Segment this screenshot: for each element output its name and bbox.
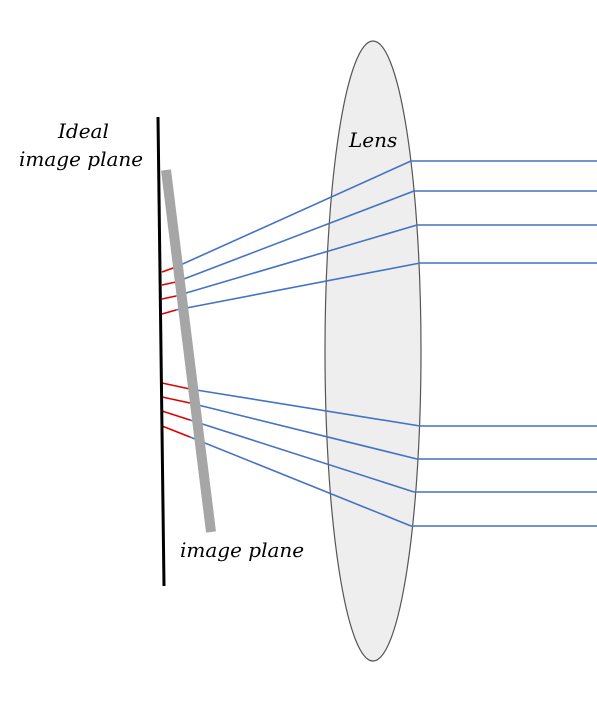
offset-ray-4 xyxy=(161,309,177,315)
ideal-image-plane-label-line2: image plane xyxy=(19,147,144,171)
refracted-ray-7 xyxy=(189,419,415,493)
offset-ray-5 xyxy=(161,382,191,390)
offset-ray-2 xyxy=(161,281,177,286)
image-plane-bar xyxy=(161,169,216,533)
ideal-image-plane-line xyxy=(156,116,166,587)
refracted-ray-6 xyxy=(189,402,418,460)
refracted-ray-3 xyxy=(175,224,418,297)
offset-ray-8 xyxy=(161,425,191,438)
image-plane-label: image plane xyxy=(180,538,305,562)
refracted-ray-8 xyxy=(189,436,412,527)
offset-ray-6 xyxy=(161,396,191,404)
refracted-rays xyxy=(175,160,421,527)
incoming-rays xyxy=(411,160,597,527)
offset-ray-7 xyxy=(161,410,191,421)
ideal-image-plane-label-line1: Ideal xyxy=(58,119,109,143)
refracted-ray-1 xyxy=(175,160,412,268)
lens-label: Lens xyxy=(349,128,398,152)
refracted-ray-2 xyxy=(175,190,415,283)
lens xyxy=(324,40,422,662)
offset-ray-3 xyxy=(161,295,177,300)
refracted-ray-5 xyxy=(189,388,421,427)
offset-rays xyxy=(161,266,191,438)
refracted-ray-4 xyxy=(175,262,421,311)
